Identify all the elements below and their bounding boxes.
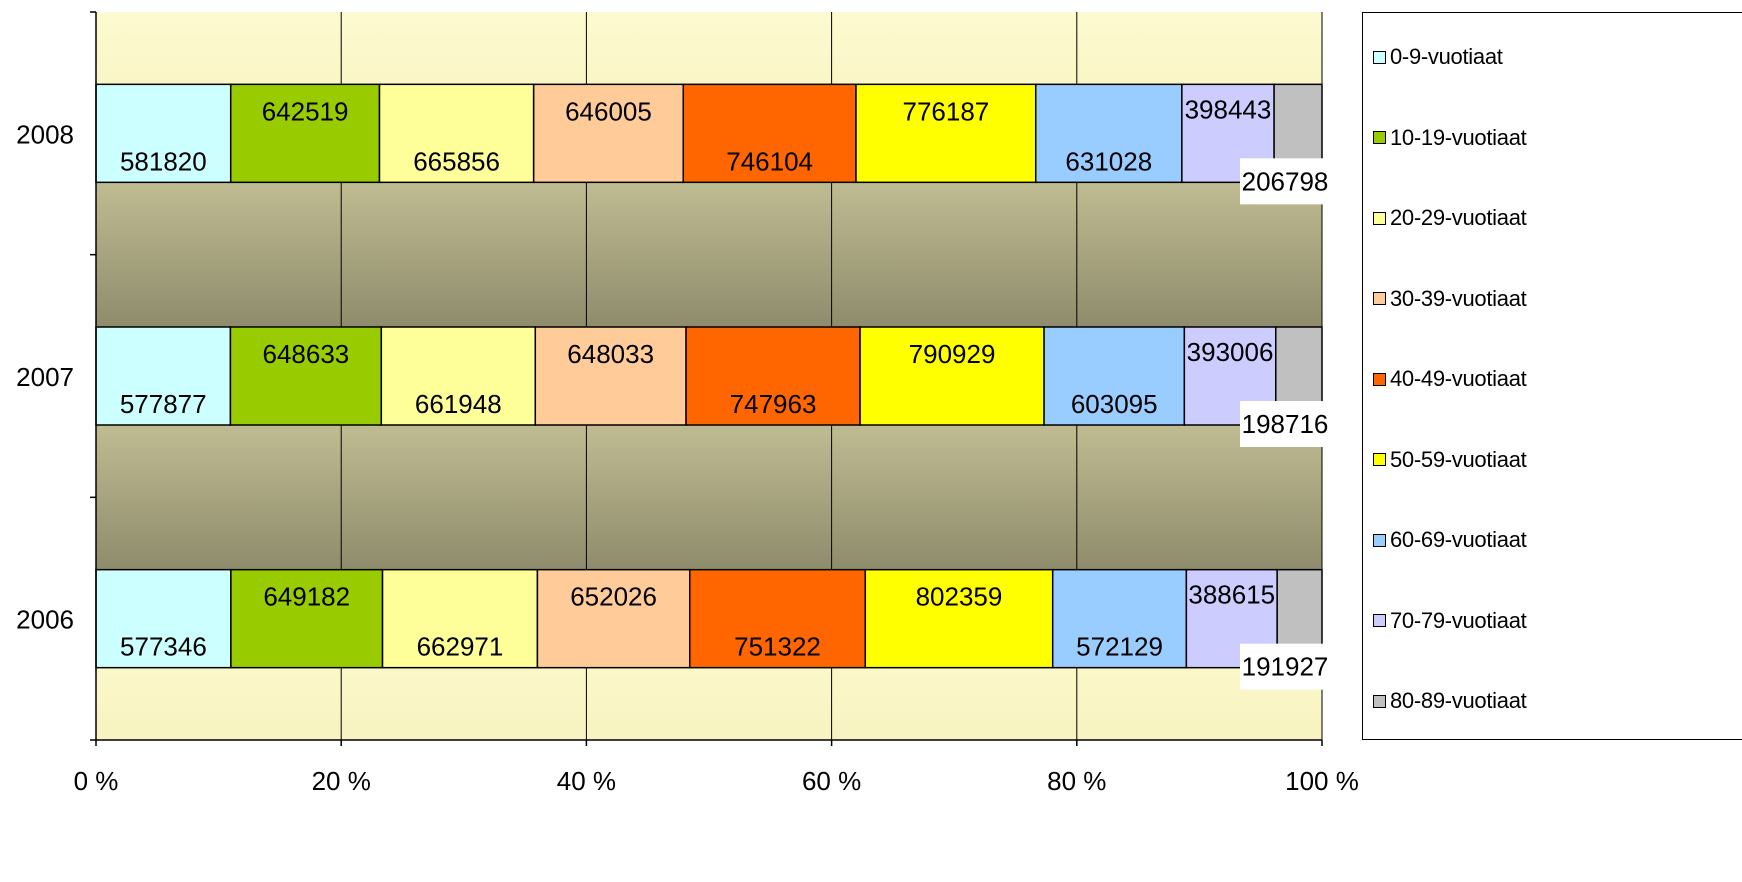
legend-swatch (1373, 533, 1386, 547)
legend-item: 50-59-vuotiaat (1363, 446, 1527, 474)
data-label-2006-40-49-vuotiaat: 751322 (734, 632, 821, 662)
legend-swatch (1373, 211, 1386, 225)
data-label-2007-20-29-vuotiaat: 661948 (415, 389, 502, 419)
data-label-2007-80-89-vuotiaat: 198716 (1242, 409, 1329, 439)
data-label-2007-60-69-vuotiaat: 603095 (1071, 389, 1158, 419)
legend-item: 10-19-vuotiaat (1363, 124, 1527, 152)
bar-segment-2008-40-49-vuotiaat (682, 83, 857, 184)
legend-swatch (1373, 694, 1386, 708)
data-label-2008-10-19-vuotiaat: 642519 (262, 96, 349, 126)
data-labels: 577346 649182 662971 652026 751322 802359 5721… (16, 94, 1330, 690)
data-label-2006-30-39-vuotiaat: 652026 (570, 582, 657, 612)
data-label-2008-50-59-vuotiaat: 776187 (902, 96, 989, 126)
bar-segment-2007-10-19-vuotiaat (229, 326, 383, 426)
legend-item: 40-49-vuotiaat (1363, 365, 1527, 393)
bars (95, 83, 1323, 669)
data-label-2006-80-89-vuotiaat: 191927 (1242, 652, 1329, 682)
data-label-2007-40-49-vuotiaat: 747963 (730, 389, 817, 419)
bar-segment-2008-20-29-vuotiaat (378, 83, 535, 184)
x-tick-label: 60 % (802, 766, 861, 796)
data-label-2006-10-19-vuotiaat: 649182 (263, 582, 350, 612)
x-tick-label: 40 % (557, 766, 616, 796)
bar-segment-2006-50-59-vuotiaat (864, 568, 1054, 669)
bar-segment-2008-0-9-vuotiaat (95, 83, 232, 184)
chart-legend: 0-9-vuotiaat 10-19-vuotiaat 20-29-vuotiaat… (1362, 12, 1742, 740)
data-label-2008-30-39-vuotiaat: 646005 (565, 96, 652, 126)
y-tick-label-2007: 2007 (16, 362, 74, 392)
data-label-2008-40-49-vuotiaat: 746104 (726, 146, 813, 176)
data-label-box (1240, 643, 1330, 690)
data-label-2006-70-79-vuotiaat: 388615 (1188, 580, 1275, 610)
y-tick-label-2006: 2006 (16, 605, 74, 635)
bar-segment-2006-20-29-vuotiaat (381, 568, 539, 669)
data-label-box (1240, 401, 1330, 447)
legend-swatch (1373, 292, 1386, 305)
legend-label: 50-59-vuotiaat (1390, 446, 1527, 472)
data-label-2006-20-29-vuotiaat: 662971 (417, 632, 504, 662)
data-label-2007-10-19-vuotiaat: 648633 (262, 339, 349, 369)
axes: 0 % 20 % 40 % 60 % 80 % 100 % (74, 11, 1359, 796)
legend-label: 60-69-vuotiaat (1390, 527, 1527, 552)
data-label-2008-70-79-vuotiaat: 398443 (1185, 94, 1272, 124)
stacked-bar-chart: 0 % 20 % 40 % 60 % 80 % 100 % 577346 649182 662… (16, 11, 1359, 796)
data-label-2007-50-59-vuotiaat: 790929 (909, 339, 996, 369)
legend-label: 20-29-vuotiaat (1390, 205, 1527, 230)
bar-segment-2006-60-69-vuotiaat (1051, 568, 1188, 669)
legend-item: 0-9-vuotiaat (1363, 43, 1503, 71)
data-label-box (1240, 158, 1330, 205)
data-label-2006-0-9-vuotiaat: 577346 (120, 632, 207, 662)
data-label-2008-0-9-vuotiaat: 581820 (120, 146, 207, 176)
data-label-2008-20-29-vuotiaat: 665856 (413, 146, 500, 176)
x-tick-label: 80 % (1047, 766, 1106, 796)
bar-segment-2006-10-19-vuotiaat (230, 568, 384, 669)
legend-item: 60-69-vuotiaat (1363, 526, 1527, 554)
legend-label: 80-89-vuotiaat (1390, 688, 1527, 713)
legend-swatch (1373, 131, 1386, 144)
legend-item: 80-89-vuotiaat (1363, 687, 1527, 715)
data-label-2008-80-89-vuotiaat: 206798 (1242, 166, 1329, 196)
data-label-2006-60-69-vuotiaat: 572129 (1076, 632, 1163, 662)
x-tick-label: 0 % (74, 766, 119, 796)
bar-segment-2008-10-19-vuotiaat (229, 83, 381, 184)
legend-label: 30-39-vuotiaat (1390, 285, 1527, 311)
bar-segment-2008-30-39-vuotiaat (532, 83, 685, 184)
legend-item: 30-39-vuotiaat (1363, 285, 1527, 313)
data-label-2007-0-9-vuotiaat: 577877 (120, 389, 207, 419)
legend-swatch (1373, 50, 1386, 64)
legend-label: 10-19-vuotiaat (1390, 124, 1527, 150)
y-tick-label-2008: 2008 (16, 119, 74, 149)
bar-segment-2008-50-59-vuotiaat (855, 83, 1037, 184)
legend-item: 70-79-vuotiaat (1363, 607, 1527, 635)
bar-segment-2007-50-59-vuotiaat (859, 326, 1045, 426)
legend-label: 40-49-vuotiaat (1390, 366, 1527, 391)
bar-segment-2008-60-69-vuotiaat (1034, 83, 1183, 184)
data-label-2006-50-59-vuotiaat: 802359 (916, 582, 1003, 612)
legend-swatch (1373, 453, 1386, 466)
legend-swatch (1373, 372, 1386, 386)
legend-item: 20-29-vuotiaat (1363, 204, 1527, 232)
x-tick-label: 20 % (312, 766, 371, 796)
data-label-2007-70-79-vuotiaat: 393006 (1187, 337, 1274, 367)
data-label-2008-60-69-vuotiaat: 631028 (1065, 146, 1152, 176)
legend-swatch (1373, 614, 1386, 627)
bar-segment-2007-0-9-vuotiaat (95, 326, 232, 426)
bar-segment-2007-60-69-vuotiaat (1043, 326, 1186, 426)
legend-label: 70-79-vuotiaat (1390, 607, 1527, 633)
x-tick-label: 100 % (1285, 766, 1359, 796)
legend-label: 0-9-vuotiaat (1390, 44, 1503, 69)
data-label-2007-30-39-vuotiaat: 648033 (567, 339, 654, 369)
